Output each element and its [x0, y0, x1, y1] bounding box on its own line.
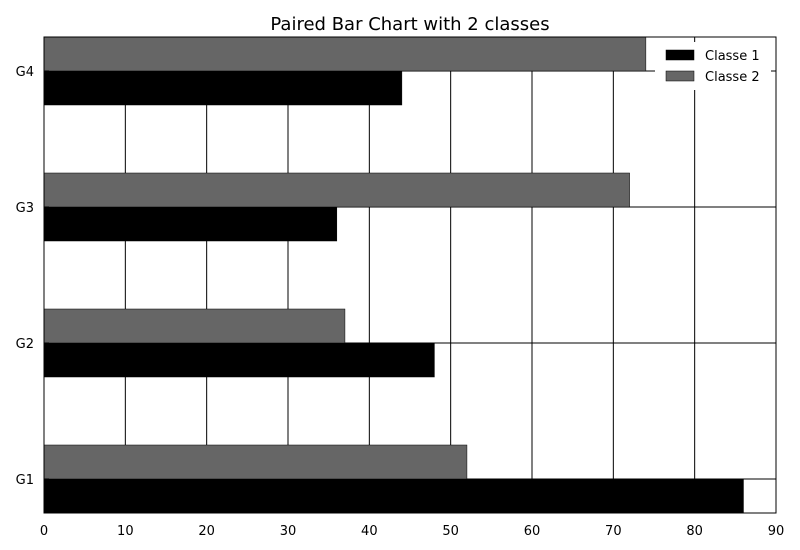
y-axis-ticks: G1 G2 G3 G4 — [16, 65, 49, 488]
bars-group — [43, 36, 744, 514]
x-tick-label: 90 — [768, 524, 785, 539]
x-tick-label: 70 — [605, 524, 622, 539]
chart-title: Paired Bar Chart with 2 classes — [270, 14, 549, 35]
y-tick-label: G2 — [16, 337, 34, 352]
legend-swatch — [665, 70, 695, 82]
bar-classe-1-g1 — [43, 478, 744, 514]
bar-classe-2-g2 — [43, 308, 346, 344]
grid-lines — [43, 37, 777, 513]
y-tick-label: G4 — [16, 65, 34, 80]
legend-swatch — [665, 49, 695, 61]
x-tick-label: 40 — [361, 524, 378, 539]
bar-classe-1-g2 — [43, 342, 435, 378]
bar-classe-2-g4 — [43, 36, 647, 72]
plot-frame — [43, 36, 777, 514]
x-tick-label: 80 — [686, 524, 703, 539]
bar-classe-1-g4 — [43, 70, 403, 106]
legend-label: Classe 1 — [705, 49, 760, 64]
bar-classe-2-g1 — [43, 444, 468, 480]
legend-label: Classe 2 — [705, 70, 760, 85]
y-tick-label: G3 — [16, 201, 34, 216]
bar-classe-1-g3 — [43, 206, 338, 242]
x-tick-label: 0 — [40, 524, 48, 539]
bar-classe-2-g3 — [43, 172, 630, 208]
y-tick-label: G1 — [16, 473, 34, 488]
x-tick-label: 60 — [524, 524, 541, 539]
x-tick-label: 20 — [198, 524, 215, 539]
legend: Classe 1 Classe 2 — [655, 42, 771, 90]
x-axis-ticks: 0 10 20 30 40 50 60 70 80 90 — [40, 508, 784, 539]
x-tick-label: 50 — [442, 524, 459, 539]
x-tick-label: 10 — [117, 524, 134, 539]
x-tick-label: 30 — [280, 524, 297, 539]
